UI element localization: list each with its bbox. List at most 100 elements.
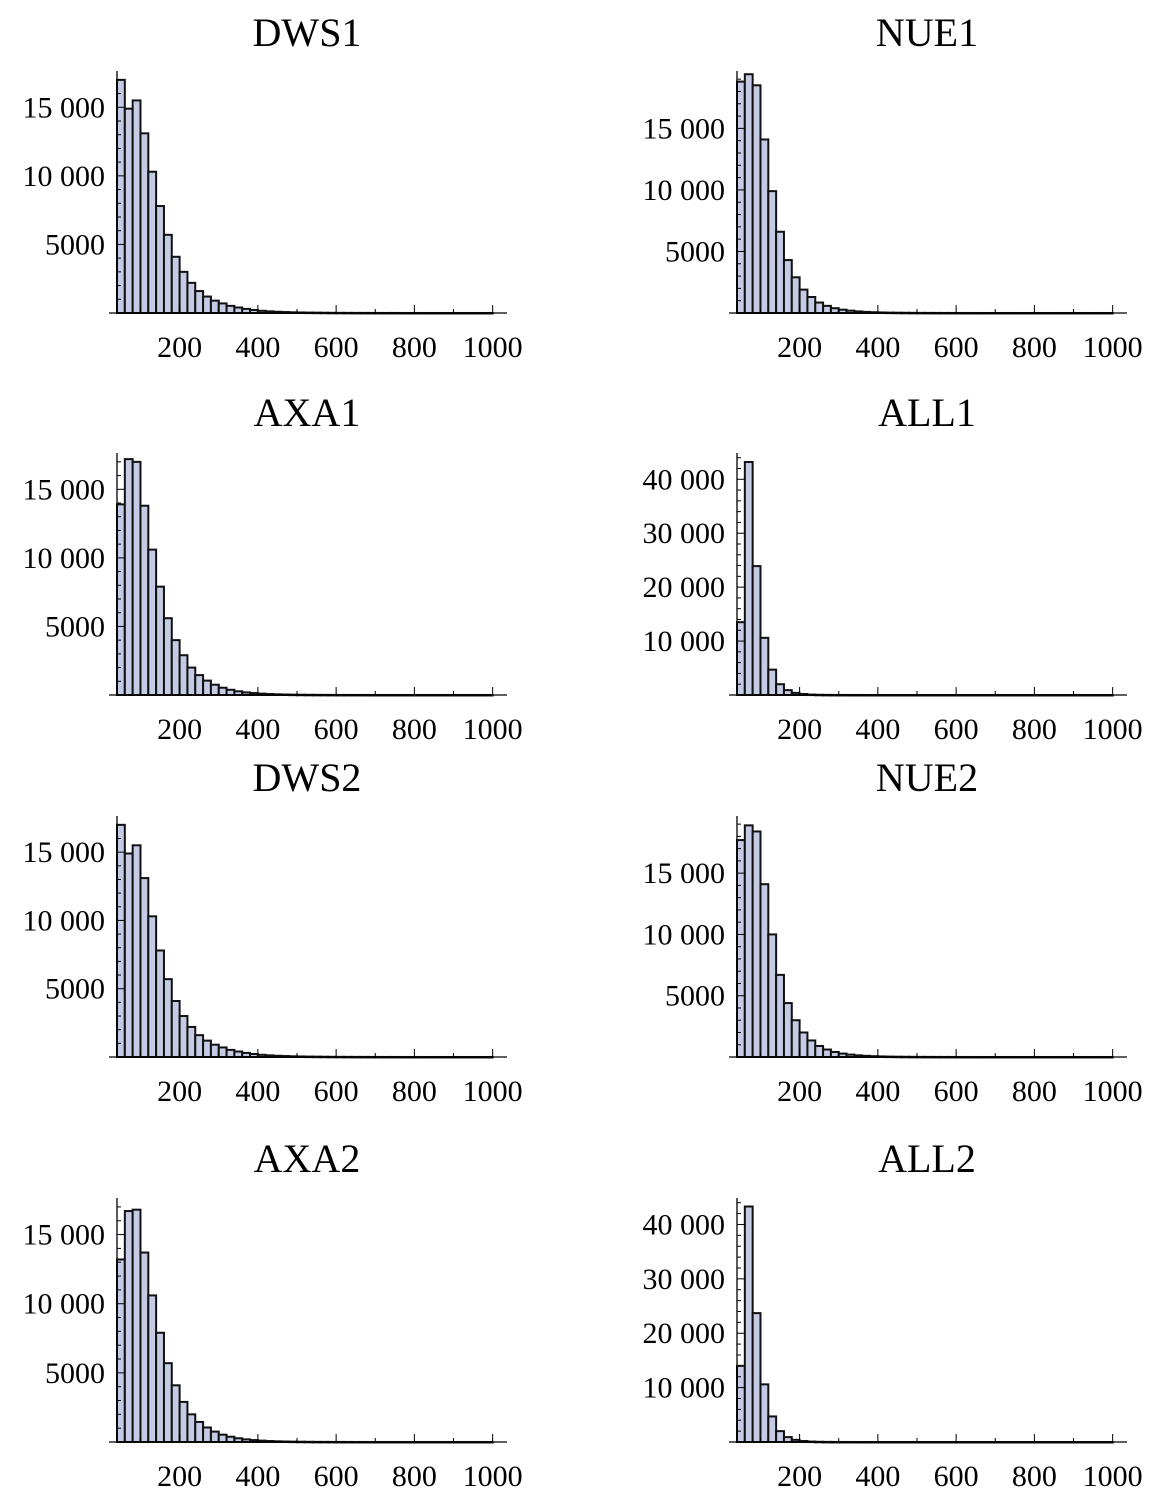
x-tick-label: 400	[235, 713, 280, 746]
chart-panel: ALL2 10 000 20 000 30 000 40 000 200 400 600 800…	[643, 1136, 1143, 1490]
histogram-bar	[209, 683, 220, 697]
chart-title: NUE1	[876, 10, 978, 55]
y-tick-label: 5000	[45, 610, 105, 643]
histogram-bar	[131, 460, 142, 696]
x-tick-label: 800	[392, 1075, 437, 1108]
histogram-bar	[123, 107, 134, 314]
x-tick-label: 600	[934, 1075, 979, 1108]
histogram-bar	[759, 138, 770, 314]
histogram-bar	[225, 1048, 236, 1059]
x-tick-label: 400	[855, 1075, 900, 1108]
histogram-bar	[782, 1002, 793, 1058]
histogram-bar	[822, 1048, 832, 1058]
x-tick-label: 800	[392, 1460, 437, 1490]
chart-panel: ALL1 10 000 20 000 30 000 40 000 200 400 600 800…	[643, 390, 1143, 746]
x-tick-label: 400	[855, 331, 900, 364]
x-tick-label: 600	[314, 713, 359, 746]
y-tick-label: 10 000	[23, 904, 106, 937]
histogram-bar	[202, 295, 212, 314]
chart-panel: DWS1 5000 10 000 15 000 200 400 600 800 1000	[23, 10, 523, 364]
y-tick-label: 10 000	[23, 542, 106, 575]
y-tick-label: 20 000	[643, 1317, 726, 1350]
histogram-bar	[775, 973, 785, 1059]
histogram-bar	[751, 830, 762, 1058]
histogram-bar	[202, 1426, 212, 1443]
histogram-bar	[123, 458, 134, 696]
histogram-bar	[751, 1312, 762, 1444]
histogram-bar	[186, 1025, 197, 1059]
x-tick-label: 1000	[1083, 1075, 1143, 1108]
histogram-bar	[209, 1430, 220, 1443]
histogram-bar	[782, 689, 793, 696]
x-tick-label: 600	[314, 331, 359, 364]
histogram-bar	[139, 1251, 150, 1444]
histogram-bar	[194, 1420, 205, 1444]
y-tick-label: 15 000	[23, 1219, 106, 1252]
chart-title: ALL2	[878, 1136, 976, 1181]
chart-title: AXA2	[254, 1136, 361, 1181]
histogram-bar	[829, 1050, 840, 1058]
x-tick-label: 600	[934, 713, 979, 746]
chart-panel: NUE1 5000 10 000 15 000 200 400 600 800 1000	[643, 10, 1143, 364]
histogram-bar	[170, 1000, 181, 1059]
y-tick-label: 10 000	[643, 625, 726, 658]
histogram-bar	[743, 73, 754, 314]
histogram-bar	[751, 84, 762, 314]
histogram-bar	[814, 301, 825, 314]
histogram-bar	[775, 230, 785, 314]
histogram-bar	[798, 288, 809, 315]
histogram-bar	[790, 1019, 801, 1059]
histogram-bar	[116, 823, 126, 1058]
y-tick-label: 5000	[45, 973, 105, 1006]
x-tick-label: 1000	[1083, 713, 1143, 746]
y-tick-label: 15 000	[23, 91, 106, 124]
histogram-bar	[782, 1436, 793, 1443]
histogram-bar	[209, 1043, 220, 1059]
histogram-bar	[147, 548, 158, 697]
x-tick-label: 800	[1012, 331, 1057, 364]
x-tick-label: 200	[157, 1075, 202, 1108]
y-tick-label: 15 000	[643, 112, 726, 145]
histogram-bar	[233, 306, 244, 314]
x-tick-label: 800	[1012, 1075, 1057, 1108]
x-tick-label: 200	[777, 713, 822, 746]
histogram-bar	[123, 852, 134, 1058]
histogram-bar	[186, 666, 197, 696]
histogram-bar	[194, 674, 205, 696]
chart-title: NUE2	[876, 755, 978, 800]
x-tick-label: 1000	[1083, 1460, 1143, 1490]
histogram-bar	[806, 1039, 817, 1059]
histogram-bar	[116, 78, 126, 314]
x-tick-label: 200	[777, 1460, 822, 1490]
histogram-bar	[736, 839, 746, 1058]
x-tick-label: 600	[314, 1460, 359, 1490]
x-tick-label: 1000	[463, 331, 523, 364]
x-tick-label: 1000	[463, 713, 523, 746]
histogram-bar	[217, 302, 228, 314]
histogram-bar	[225, 304, 236, 314]
histogram-bar	[806, 296, 817, 314]
x-tick-label: 200	[777, 1075, 822, 1108]
histogram-bar	[829, 307, 840, 315]
y-tick-label: 40 000	[643, 463, 726, 496]
y-tick-label: 20 000	[643, 571, 726, 604]
x-tick-label: 400	[235, 1460, 280, 1490]
histogram-bar	[178, 270, 189, 315]
histogram-bar	[798, 1031, 809, 1059]
histogram-bar	[170, 255, 181, 314]
chart-panel: AXA2 5000 10 000 15 000 200 400 600 800 1000	[23, 1136, 523, 1490]
histogram-bar	[194, 290, 205, 314]
histogram-bar	[736, 1364, 746, 1443]
histogram-bar	[209, 299, 220, 314]
histogram-bar	[139, 877, 150, 1058]
chart-title: DWS2	[253, 755, 362, 800]
y-tick-label: 15 000	[23, 473, 106, 506]
y-tick-label: 15 000	[643, 857, 726, 890]
chart-title: ALL1	[878, 390, 976, 435]
histogram-bar	[178, 654, 189, 697]
x-tick-label: 800	[1012, 1460, 1057, 1490]
histogram-bar	[162, 617, 173, 697]
x-tick-label: 400	[235, 1075, 280, 1108]
x-tick-label: 400	[235, 331, 280, 364]
histogram-bar	[139, 504, 150, 696]
